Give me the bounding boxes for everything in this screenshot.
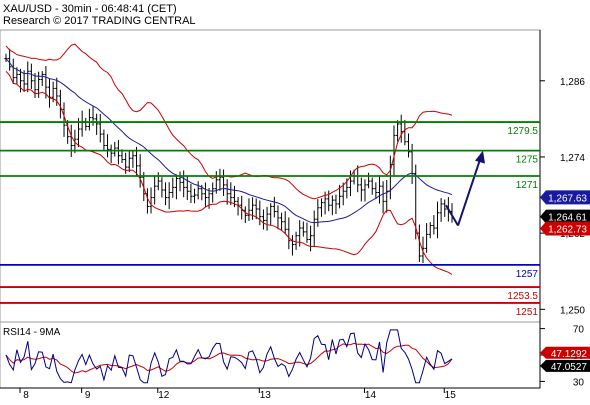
level-label: 1251 [516,307,539,318]
rsi-last-tag-bg [540,346,590,359]
x-tick-label: 14 [365,390,377,400]
bollinger-lower-tag-bg [540,221,590,236]
x-tick-label: 13 [260,390,272,400]
price-series-group [4,43,485,275]
bollinger-lower-line [5,70,453,275]
x-tick-label: 8 [23,390,29,400]
moving-average-tag-bg [540,190,590,205]
x-tick-label: 15 [445,390,457,400]
level-label: 1275 [516,155,539,166]
level-label-bg [500,304,539,317]
y-tick-label: 1,286 [560,77,585,88]
y-tick-label: 1,274 [560,153,585,164]
x-tick-label: 9 [85,390,91,400]
rsi-y-tick-label: 70 [573,325,585,336]
level-label-bg [500,266,539,279]
y-tick-label: 1,250 [560,305,585,316]
level-label: 1279.5 [507,126,538,137]
level-label: 1271 [516,180,539,191]
rsi-ma-line [5,342,453,374]
moving-average-tag: 1,267.63 [548,193,587,204]
bollinger-lower-tag: 1,262.73 [548,224,587,235]
x-tick-label: 12 [158,390,170,400]
chart-copyright: Research © 2017 TRADING CENTRAL [3,15,196,27]
last-price-tag: 1,264.61 [548,213,587,224]
chart-title: XAU/USD - 30min - 06:48:41 (CET) [3,3,177,15]
rsi-y-tick-label: 30 [573,377,585,388]
level-label-bg [500,178,539,190]
level-label-bg [500,289,539,302]
axis-group: 1,2861,2741,2621,2501,267.631,264.611,26… [19,77,590,401]
level-label-bg [500,124,539,137]
forecast-arrow-head [475,150,485,164]
rsi-last-tag: 47.1292 [551,349,588,360]
rsi-ma-tag-bg [540,359,590,372]
last-price-tag-bg [540,209,590,224]
forecast-start-segment [445,204,459,227]
level-label-bg [500,152,539,165]
moving-average-line [5,58,453,224]
rsi-ma-tag: 47.0527 [551,362,588,373]
level-label: 1257 [516,269,539,280]
rsi-line [5,329,453,384]
rsi-title: RSI14 - 9MA [3,327,61,338]
level-label: 1253.5 [507,291,538,302]
forecast-arrow-line [457,159,481,226]
levels-group: 1279.5 1275 1271 1257 1253.5 1251 [0,121,540,318]
